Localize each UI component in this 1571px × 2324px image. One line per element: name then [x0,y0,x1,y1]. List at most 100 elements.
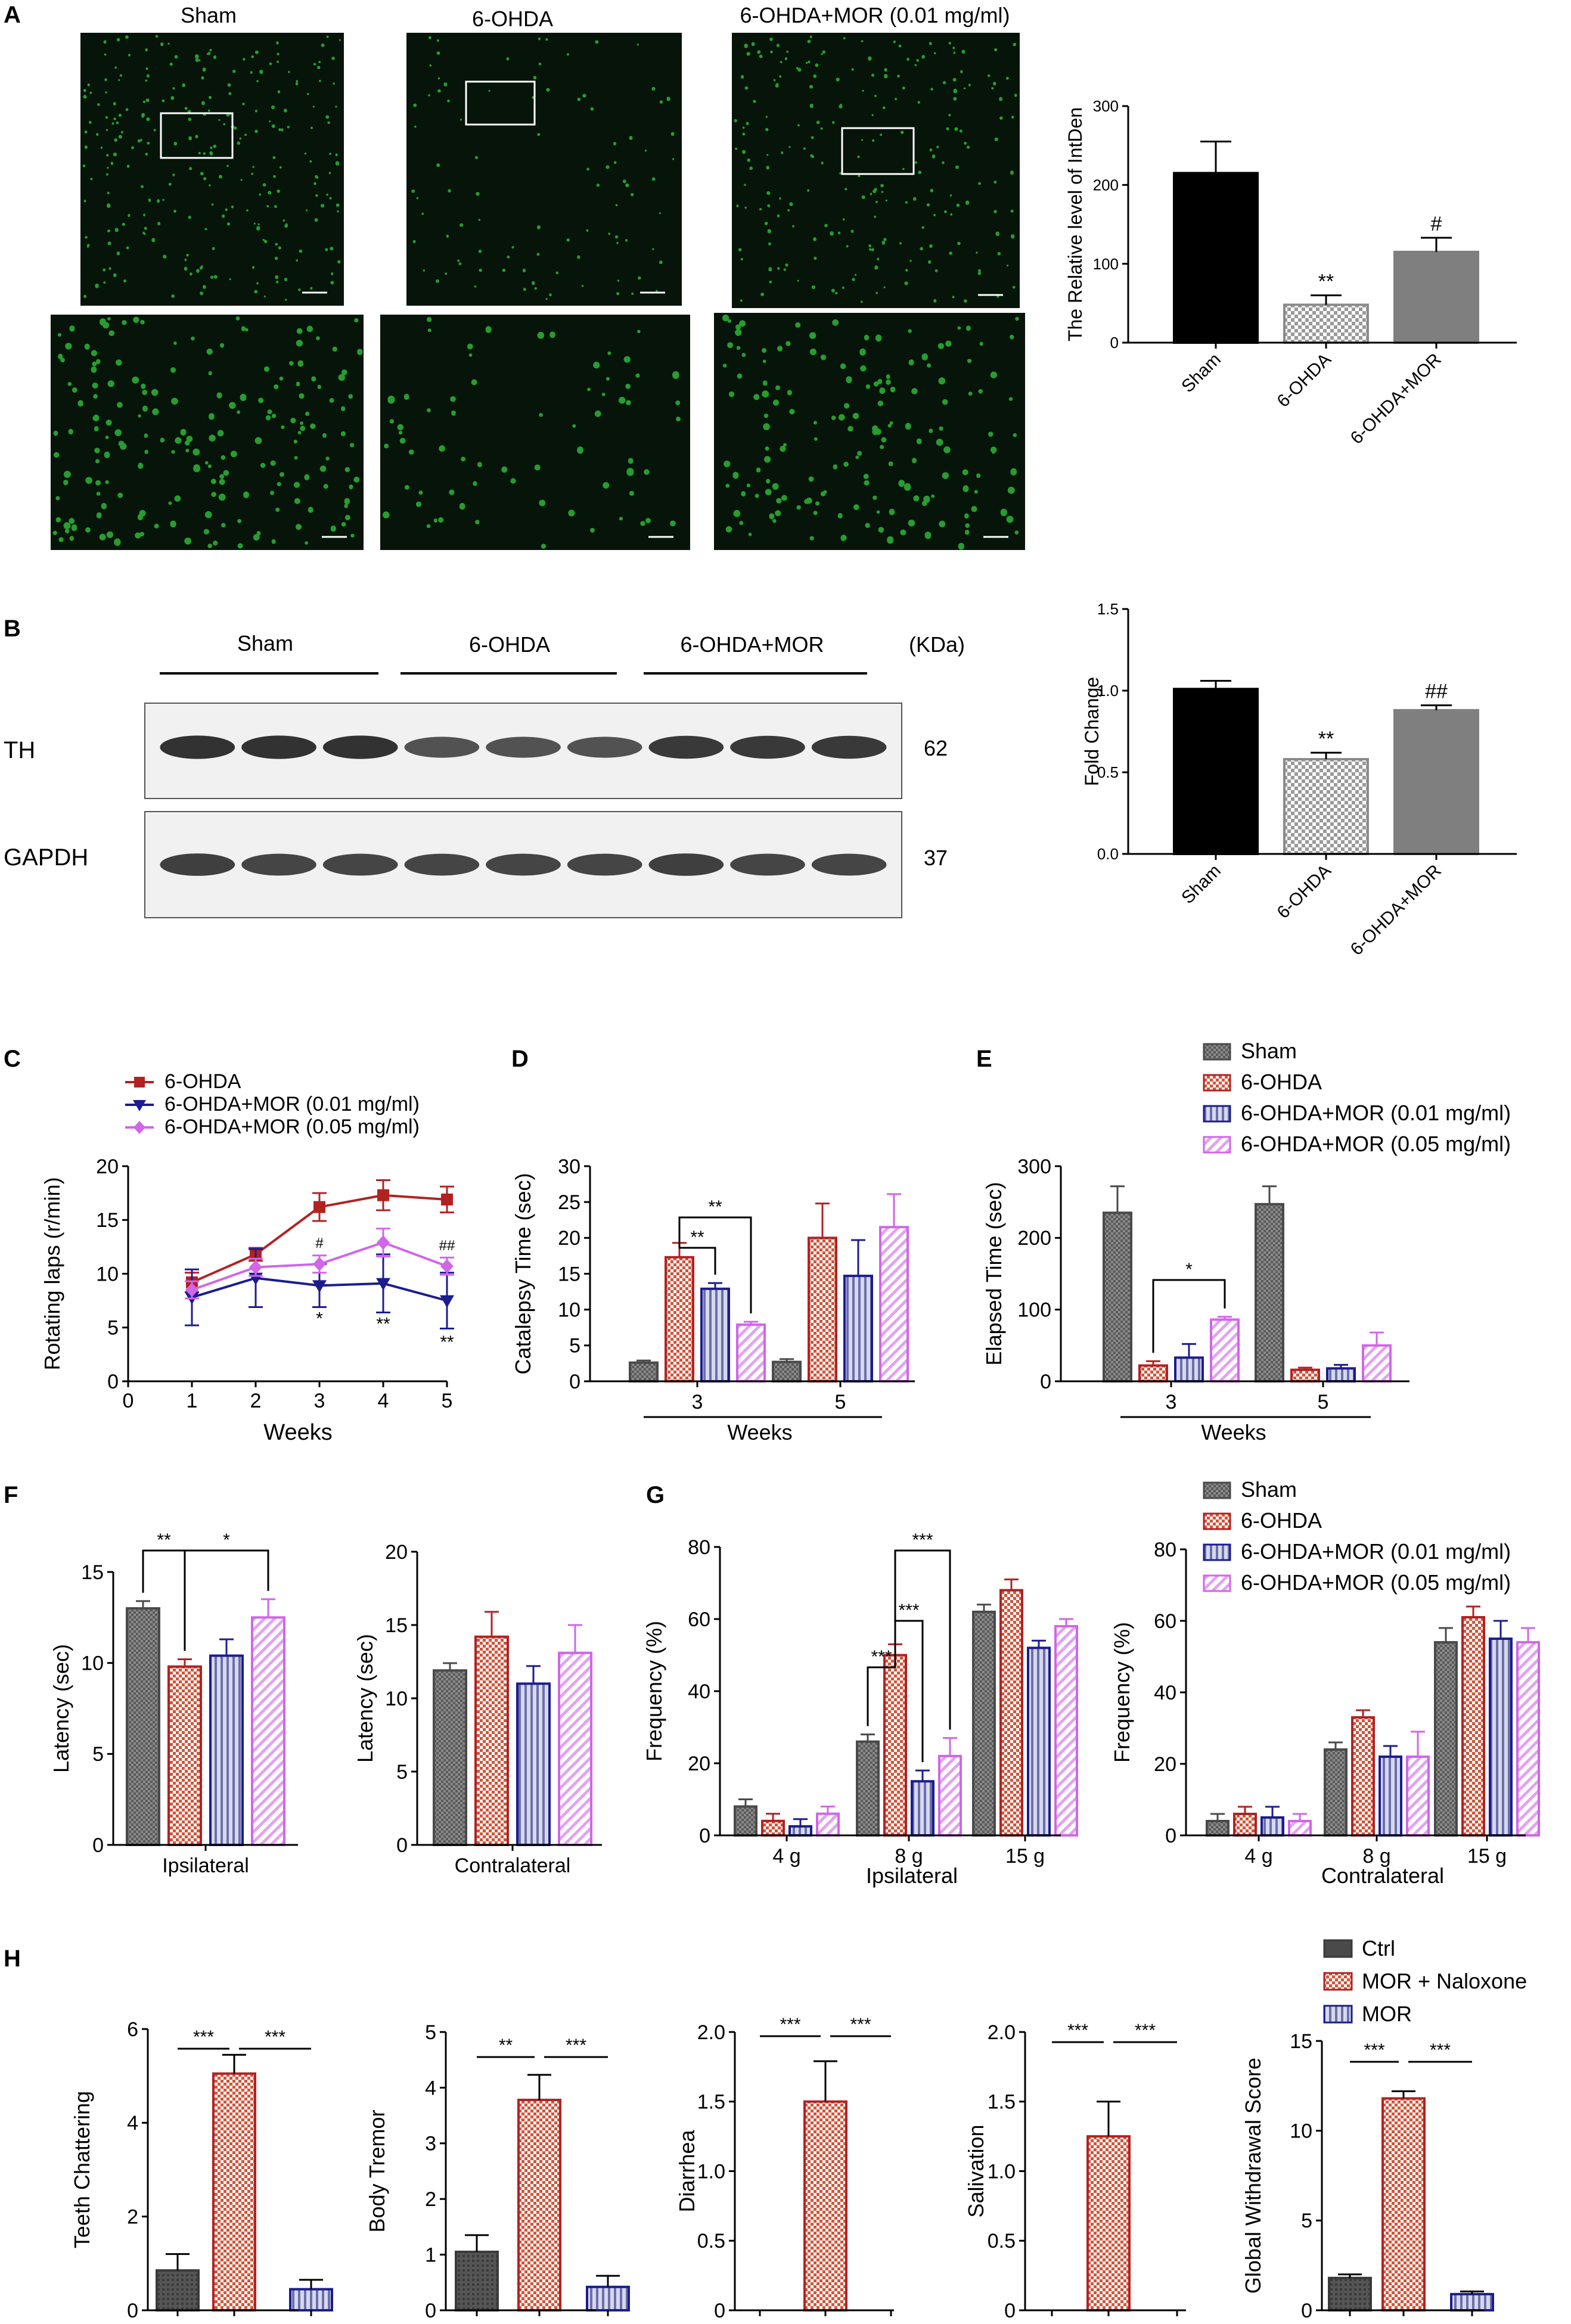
bar-series-1-group-0 [761,1819,785,1837]
legend-label: 6-OHDA [1241,1070,1322,1094]
data-point [312,1280,327,1293]
significance-bracket [1152,1279,1226,1353]
y-tick-label: 0 [1004,2300,1016,2322]
bar-series-1-group-2 [1461,1616,1485,1837]
blot-group-label-mor: 6-OHDA+MOR [680,632,824,657]
bar-series-1-group-0 [1138,1364,1168,1382]
data-point [376,1278,390,1291]
bar-series-2-group-0 [516,1682,551,1846]
y-tick-label: 10 [81,1652,104,1675]
blot-band [648,735,724,759]
bar-mor [586,2285,630,2311]
y-axis-label: Catalepsy Time (sec) [511,1173,535,1374]
x-tick-label: 2 [250,1390,262,1412]
bar-ctrl [156,2269,200,2311]
bar-series-3-group-0 [736,1323,766,1383]
y-tick-label: 0 [1110,334,1119,352]
y-tick-label: 15 [96,1209,119,1232]
legend-swatch [1323,1939,1353,1958]
y-tick-label: 0 [425,2300,436,2322]
bar-series-3-group-0 [251,1616,285,1846]
micrograph-background [406,33,682,306]
bar-mor [289,2288,333,2312]
y-axis-label: Rotating laps (r/min) [40,1177,64,1370]
y-tick-label: 4 [425,2077,436,2099]
panel-e-bar-chart: 3 5 Weeks 0 100 200 300 Elapsed Time (sec) * Sham… [982,1039,1511,1444]
legend-swatch [1203,1512,1231,1530]
y-tick-label: 100 [1093,255,1119,273]
blot-band [160,735,235,759]
y-tick-label: 2 [127,2206,138,2229]
y-tick-label: 80 [688,1536,710,1559]
panel-letter-b: B [4,616,21,642]
legend-label: 6-OHDA+MOR (0.01 mg/ml) [1241,1101,1511,1125]
bar-series-1-group-0 [474,1635,509,1846]
fluorescent-cells [411,36,675,300]
y-axis-label: Frequency (%) [642,1621,666,1761]
y-tick-label: 6 [127,2018,138,2041]
significance-marker: *** [193,2027,214,2047]
panel-b-western-blot: Sham 6-OHDA 6-OHDA+MOR (KDa) TH GAPDH 62… [4,631,965,918]
blot-protein-th: TH [4,737,35,763]
y-tick-label: 0 [92,1834,104,1857]
y-axis-label: Latency (sec) [353,1634,377,1763]
legend-swatch [1203,1074,1231,1092]
bar-series-0-group-1 [1255,1203,1284,1382]
bar-series-3-group-0 [816,1812,840,1837]
bar-series-0-group-0 [433,1669,467,1846]
bar-series-0-group-2 [1434,1641,1458,1837]
bar-series-2-group-0 [1260,1816,1284,1837]
y-tick-label: 0 [396,1834,408,1857]
bar-mor-naloxone [517,2098,561,2311]
y-axis-label: Salivation [964,2124,988,2217]
significance-bracket [678,1216,752,1314]
significance-bracket [184,1549,269,1651]
significance-marker: *** [912,1530,933,1550]
x-tick-label: 3 [314,1390,325,1412]
bar-series-0-group-0 [126,1607,160,1846]
x-axis-label: Weeks [1201,1420,1266,1444]
x-tick-label: 3 [1166,1391,1177,1413]
blot-row-th [144,703,902,799]
significance-marker: * [316,1309,323,1328]
y-tick-label: 0 [1040,1371,1051,1393]
bar-series-3-group-1 [879,1226,909,1383]
significance-marker: # [315,1235,324,1251]
significance-marker: ** [157,1530,171,1550]
significance-marker: *** [780,2015,800,2034]
bar-ctrl [455,2250,499,2311]
panel-letter-e: E [976,1046,992,1072]
significance-marker: ## [439,1238,455,1254]
panel-letter-f: F [4,1482,18,1508]
significance-marker: ## [1425,681,1448,703]
x-axis-label: Contralateral [1321,1863,1444,1888]
x-tick-label: 4 g [772,1845,800,1868]
significance-marker: ** [440,1332,454,1352]
y-tick-label: 5 [425,2021,436,2044]
y-tick-label: 1.0 [1097,682,1119,700]
data-point [440,1259,454,1273]
significance-marker: *** [1067,2021,1088,2040]
panel-h-teeth-chattering-chart: 0 2 4 6 Teeth Chattering *** *** [70,2018,333,2322]
panel-a-micrographs: Sham 6-OHDA 6-OHDA+MOR (0.01 mg/ml) [51,3,1025,550]
y-tick-label: 3 [425,2133,436,2155]
significance-marker: ** [1318,728,1334,750]
bar-mor [1450,2292,1494,2311]
micrograph-background [714,313,1025,550]
y-tick-label: 5 [107,1317,119,1340]
bar-6-ohda-mor [1393,250,1479,344]
bar-series-3-group-2 [1516,1641,1540,1837]
x-tick-label: Sham [1178,350,1225,397]
x-tick-label: 4 g [1244,1845,1272,1868]
panel-a-title-mor: 6-OHDA+MOR (0.01 mg/ml) [740,3,1010,27]
bar-mor-naloxone [803,2100,847,2311]
blot-size-th: 62 [924,736,948,760]
y-axis-label: The Relative level of IntDen [1064,107,1086,341]
panel-a-bar-chart: Sham ** 6-OHDA #6-OHDA+MOR 0 100 200 300 The Rel… [1064,97,1517,448]
bar-series-1-group-0 [1233,1813,1257,1837]
panel-letter-h: H [4,1946,21,1972]
bar-series-2-group-1 [1326,1367,1356,1383]
y-tick-label: 1.5 [697,2091,725,2114]
